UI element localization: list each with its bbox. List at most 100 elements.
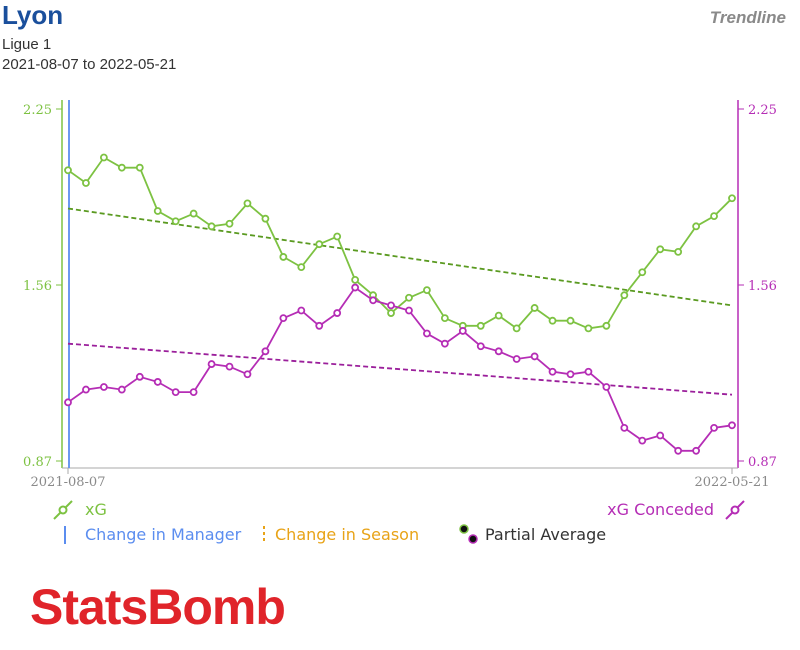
xg-conceded-point — [476, 342, 485, 351]
xg-conceded-point — [189, 388, 198, 397]
right-y-tick-label: 0.87 — [748, 455, 777, 470]
xg-point — [333, 232, 342, 241]
xg-conceded-point — [117, 385, 126, 394]
xg-conceded-point — [548, 367, 557, 376]
xg-conceded-point — [369, 296, 377, 305]
season-change-legend-label: Change in Season — [275, 525, 420, 544]
xg-conceded-point — [440, 339, 449, 348]
xg-conceded-point — [620, 423, 629, 432]
xg-conceded-point — [710, 423, 718, 432]
xg-conceded-point — [333, 309, 342, 317]
left-y-tick-label: 1.56 — [23, 279, 52, 294]
xg-conceded-point — [82, 385, 90, 394]
xg-line — [67, 156, 733, 330]
xg-point — [243, 199, 252, 208]
partial-average-legend-label: Partial Average — [485, 525, 607, 544]
xg-legend-label: xG — [85, 500, 107, 519]
xg-point — [512, 324, 521, 333]
xg-conceded-point — [153, 378, 162, 386]
manager-change-legend-label: Change in Manager — [85, 525, 242, 544]
xg-point — [117, 163, 126, 172]
xg-point — [207, 222, 216, 231]
xg-conceded-point — [674, 446, 683, 455]
right-y-tick-label: 1.56 — [748, 279, 777, 294]
xg-point — [315, 240, 324, 249]
x-tick-label-start: 2021-08-07 — [31, 475, 106, 490]
xg-conceded-legend-icon — [725, 500, 745, 520]
xg-point — [387, 309, 395, 317]
xg-conceded-point — [315, 321, 324, 330]
xg-conceded-trendline — [67, 342, 733, 396]
xg-point — [620, 291, 629, 300]
xg-point — [225, 219, 234, 228]
xg-point — [638, 268, 647, 277]
xg-point — [64, 166, 72, 175]
xg-legend-icon — [53, 500, 73, 520]
xg-point — [548, 316, 557, 325]
trendline-label: Trendline — [709, 8, 786, 27]
xg-trendline — [67, 207, 733, 307]
xg-point — [261, 214, 270, 223]
xg-point — [189, 209, 198, 218]
xg-conceded-point — [351, 283, 360, 292]
xg-conceded-point — [64, 398, 72, 407]
xg-point — [566, 316, 575, 325]
xg-point — [710, 212, 718, 221]
xg-conceded-point — [728, 421, 736, 430]
xg-conceded-point — [135, 372, 144, 381]
left-y-tick-label: 0.87 — [23, 455, 52, 470]
xg-point — [674, 247, 683, 256]
xg-conceded-point — [584, 367, 593, 376]
xg-point — [423, 286, 431, 295]
xg-point — [405, 293, 413, 302]
xg-point — [584, 324, 593, 333]
xg-point — [728, 194, 736, 203]
xg-conceded-point — [99, 383, 108, 391]
xg-point — [530, 304, 539, 312]
xg-conceded-point — [423, 329, 431, 338]
xg-conceded-point — [171, 388, 180, 397]
xg-point — [494, 311, 503, 320]
x-tick-label-end: 2022-05-21 — [695, 475, 770, 490]
xg-point — [602, 321, 611, 330]
right-y-tick-label: 2.25 — [748, 103, 777, 118]
xg-conceded-point — [602, 383, 611, 391]
xg-point — [153, 207, 162, 215]
manager-change-legend-icon — [64, 526, 66, 544]
xg-conceded-point — [458, 327, 467, 335]
xg-point — [351, 275, 360, 284]
xg-conceded-point — [494, 347, 503, 356]
xg-conceded-point — [387, 301, 395, 310]
xg-conceded-point — [566, 370, 575, 379]
xg-conceded-point — [279, 314, 288, 323]
xg-point — [440, 314, 449, 323]
date-range-label: 2021-08-07 to 2022-05-21 — [2, 56, 177, 73]
xg-point — [656, 245, 665, 254]
xg-conceded-point — [207, 360, 216, 368]
season-change-legend-icon — [263, 526, 265, 544]
xg-point — [476, 321, 485, 330]
xg-conceded-point — [692, 446, 701, 455]
xg-point — [171, 217, 180, 226]
xg-conceded-point — [656, 431, 665, 440]
statsbomb-logo: StatsBomb — [30, 579, 286, 635]
competition-label: Ligue 1 — [2, 36, 52, 53]
xg-conceded-point — [243, 370, 252, 379]
xg-conceded-point — [530, 352, 539, 361]
xg-conceded-point — [261, 347, 270, 356]
xg-conceded-point — [512, 355, 521, 363]
xg-conceded-point — [638, 436, 647, 445]
xg-conceded-legend-label: xG Conceded — [607, 500, 714, 519]
xg-conceded-point — [297, 306, 306, 315]
xg-trend-chart: 2.25 2.25 1.56 1.56 0.87 0.87 2021-08-07 2022-0… — [23, 100, 777, 490]
xg-point — [99, 153, 108, 162]
xg-point — [279, 253, 288, 261]
team-title: Lyon — [2, 0, 64, 30]
xg-point — [82, 179, 90, 187]
xg-point — [135, 163, 144, 172]
xg-point — [692, 222, 701, 231]
xg-conceded-point — [405, 306, 413, 315]
left-y-tick-label: 2.25 — [23, 103, 52, 118]
xg-conceded-point — [225, 362, 234, 371]
xg-point — [297, 263, 306, 272]
